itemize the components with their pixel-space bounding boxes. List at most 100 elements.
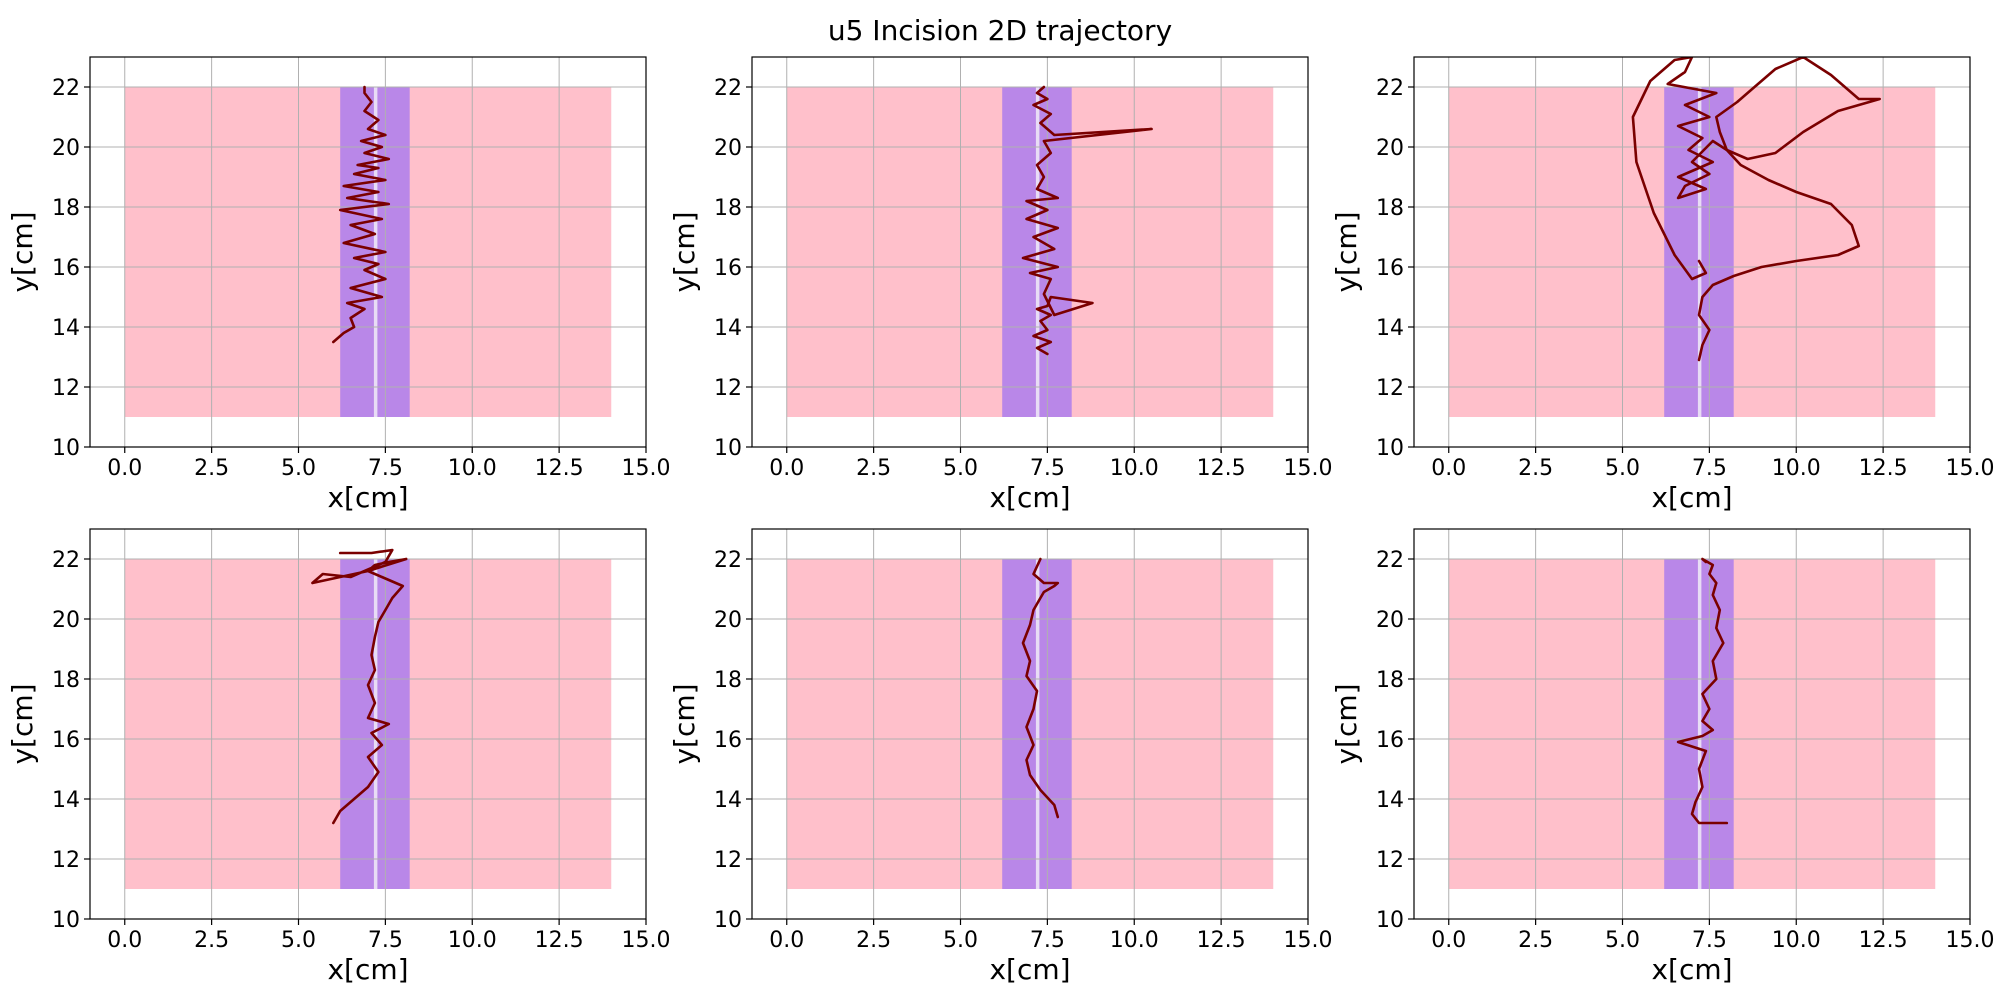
x-tick-label: 5.0 [281, 456, 316, 481]
trajectory-line [1021, 557, 1060, 819]
x-tick-label: 15.0 [622, 456, 671, 481]
x-tick-label: 10.0 [1110, 928, 1159, 953]
x-tick-label: 2.5 [1518, 928, 1553, 953]
x-tick-label: 0.0 [769, 928, 804, 953]
trajectory-line [311, 548, 408, 825]
axes-frame [89, 56, 647, 448]
y-tick-label: 10 [1376, 908, 1404, 933]
y-tick-label: 12 [52, 848, 80, 873]
y-tick-label: 14 [52, 316, 80, 341]
y-tick-label: 18 [52, 668, 80, 693]
y-tick-label: 14 [1376, 316, 1404, 341]
region-3 [1697, 87, 1702, 417]
x-tick-label: 7.5 [368, 928, 403, 953]
y-tick-label: 12 [714, 848, 742, 873]
x-tick-label: 12.5 [1197, 928, 1246, 953]
y-tick-label: 16 [52, 728, 80, 753]
y-tick-label: 20 [52, 136, 80, 161]
x-tick-label: 0.0 [107, 456, 142, 481]
trajectory-line [1021, 85, 1153, 356]
axes-frame [751, 56, 1309, 448]
subplot-6: 0.0 2.5 5.0 7.5 10.0 12.5 15.0 10 12 14 16 18 20 22 x[… [1330, 528, 1994, 986]
y-axis-label: y[cm] [668, 211, 701, 292]
x-tick-label: 5.0 [281, 928, 316, 953]
x-tick-label: 10.0 [1110, 456, 1159, 481]
y-tick-label: 14 [714, 316, 742, 341]
axes-frame [89, 528, 647, 920]
y-tick-label: 22 [1376, 548, 1404, 573]
y-tick-label: 14 [52, 788, 80, 813]
y-tick-label: 18 [1376, 196, 1404, 221]
x-tick-label: 12.5 [1197, 456, 1246, 481]
trajectory-line [331, 85, 391, 344]
y-tick-label: 18 [52, 196, 80, 221]
y-tick-label: 14 [1376, 788, 1404, 813]
y-axis-label: y[cm] [1330, 683, 1363, 764]
y-axis-label: y[cm] [668, 683, 701, 764]
region-3 [1697, 559, 1702, 889]
y-tick-label: 10 [714, 436, 742, 461]
x-tick-label: 0.0 [1431, 928, 1466, 953]
y-tick-label: 16 [1376, 256, 1404, 281]
x-tick-label: 2.5 [194, 456, 229, 481]
trajectory-line [1676, 557, 1729, 825]
x-tick-label: 10.0 [1772, 928, 1821, 953]
x-tick-label: 7.5 [1030, 928, 1065, 953]
x-axis-label: x[cm] [1651, 953, 1732, 986]
y-tick-label: 20 [1376, 608, 1404, 633]
x-tick-label: 2.5 [856, 928, 891, 953]
x-tick-label: 2.5 [194, 928, 229, 953]
x-tick-label: 7.5 [1030, 456, 1065, 481]
x-axis-label: x[cm] [327, 953, 408, 986]
subplot-4: 0.0 2.5 5.0 7.5 10.0 12.5 15.0 10 12 14 16 18 20 22 x[… [6, 528, 671, 986]
y-tick-label: 22 [52, 548, 80, 573]
y-tick-label: 22 [52, 76, 80, 101]
region-3 [1035, 559, 1040, 889]
x-axis-label: x[cm] [989, 953, 1070, 986]
x-tick-label: 5.0 [943, 928, 978, 953]
axes-frame [751, 528, 1309, 920]
y-tick-label: 12 [714, 376, 742, 401]
axes-frame [1413, 56, 1971, 448]
x-tick-label: 15.0 [1946, 456, 1995, 481]
y-tick-label: 20 [1376, 136, 1404, 161]
x-tick-label: 0.0 [1431, 456, 1466, 481]
y-tick-label: 12 [1376, 376, 1404, 401]
x-tick-label: 10.0 [448, 928, 497, 953]
x-tick-label: 5.0 [1605, 928, 1640, 953]
y-tick-label: 20 [52, 608, 80, 633]
y-tick-label: 16 [52, 256, 80, 281]
y-tick-label: 18 [714, 668, 742, 693]
x-tick-label: 5.0 [943, 456, 978, 481]
y-tick-label: 10 [714, 908, 742, 933]
figure-title: u5 Incision 2D trajectory [828, 14, 1172, 47]
x-tick-label: 12.5 [1859, 928, 1908, 953]
region-3 [373, 87, 378, 417]
y-tick-label: 14 [714, 788, 742, 813]
y-axis-label: y[cm] [6, 211, 39, 292]
axes-frame [1413, 528, 1971, 920]
x-tick-label: 12.5 [535, 928, 584, 953]
trajectory-line [1631, 57, 1881, 362]
x-axis-label: x[cm] [989, 481, 1070, 514]
y-axis-label: y[cm] [1330, 211, 1363, 292]
y-tick-label: 12 [52, 376, 80, 401]
y-tick-label: 16 [1376, 728, 1404, 753]
x-tick-label: 10.0 [1772, 456, 1821, 481]
x-axis-label: x[cm] [327, 481, 408, 514]
y-tick-label: 22 [714, 548, 742, 573]
x-tick-label: 15.0 [1284, 456, 1333, 481]
y-tick-label: 18 [1376, 668, 1404, 693]
y-tick-label: 10 [52, 436, 80, 461]
x-axis-label: x[cm] [1651, 481, 1732, 514]
y-tick-label: 20 [714, 136, 742, 161]
x-tick-label: 5.0 [1605, 456, 1640, 481]
region-3 [373, 559, 378, 889]
x-tick-label: 2.5 [1518, 456, 1553, 481]
x-tick-label: 10.0 [448, 456, 497, 481]
y-tick-label: 18 [714, 196, 742, 221]
subplot-2: 0.0 2.5 5.0 7.5 10.0 12.5 15.0 10 12 14 16 18 20 22 x[… [668, 56, 1333, 514]
x-tick-label: 2.5 [856, 456, 891, 481]
x-tick-label: 15.0 [622, 928, 671, 953]
y-tick-label: 10 [52, 908, 80, 933]
